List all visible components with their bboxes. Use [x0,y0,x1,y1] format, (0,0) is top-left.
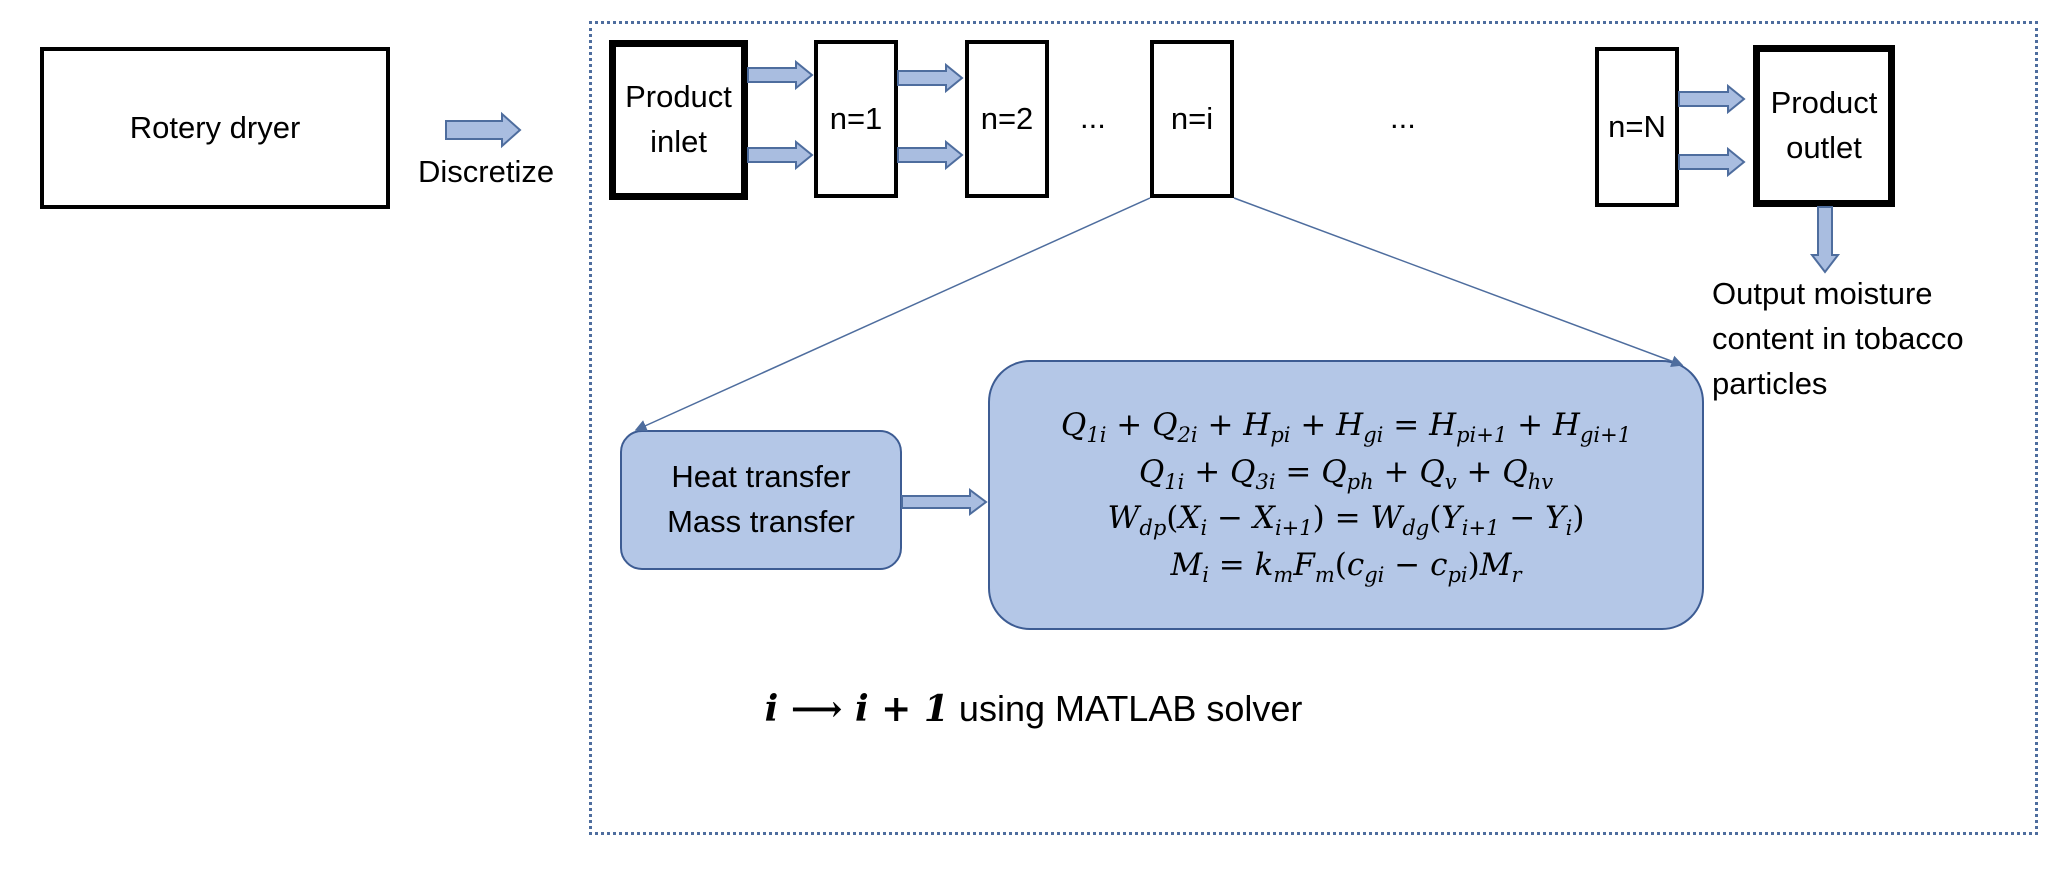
n1-arrow-upper [897,62,964,94]
equation-moisture-balance: Wdp(Xi − Xi+1) = Wdg(Yi+1 − Yi) [1107,500,1585,541]
cell-n1-box: n=1 [814,40,898,198]
outlet-arrow-lower [1678,146,1746,178]
inlet-arrow-lower [747,139,814,171]
ellipsis-right: ... [1390,100,1416,135]
rotary-dryer-box: Rotery dryer [40,47,390,209]
transfer-to-equations-arrow [901,488,988,516]
solver-caption: i ⟶ i + 1 using MATLAB solver [0,688,2067,730]
solver-text: using MATLAB solver [948,688,1303,729]
cell-n2-box: n=2 [965,40,1049,198]
inlet-arrow-upper [747,59,814,91]
equation-energy-balance: Q1i + Q2i + Hpi + Hgi = Hpi+1 + Hgi+1 [1060,407,1632,448]
output-moisture-label: Output moisture content in tobacco parti… [1712,276,1964,401]
discretize-arrow [445,111,522,149]
solver-iteration-math: i ⟶ i + 1 [764,688,949,730]
zoom-line-right [1233,197,1684,367]
n1-arrow-lower [897,139,964,171]
product-inlet-box: Product inlet [609,40,748,200]
outlet-arrow-upper [1678,83,1746,115]
outlet-down-arrow [1809,206,1841,274]
cell-nN-box: n=N [1595,47,1679,207]
cell-ni-box: n=i [1150,40,1234,198]
discretized-domain-frame [589,21,2038,835]
ellipsis-left: ... [1080,100,1106,135]
equation-mass-transfer: Mi = kmFm(cgi − cpi)Mr [1170,546,1522,587]
discretize-label: Discretize [418,154,555,189]
equation-heat-balance: Q1i + Q3i = Qph + Qv + Qhv [1138,453,1554,494]
product-outlet-box: Product outlet [1753,45,1895,207]
heat-mass-transfer-box: Heat transfer Mass transfer [620,430,902,570]
zoom-line-left [634,197,1151,432]
balance-equations-box: Q1i + Q2i + Hpi + Hgi = Hpi+1 + Hgi+1 Q1… [988,360,1704,630]
